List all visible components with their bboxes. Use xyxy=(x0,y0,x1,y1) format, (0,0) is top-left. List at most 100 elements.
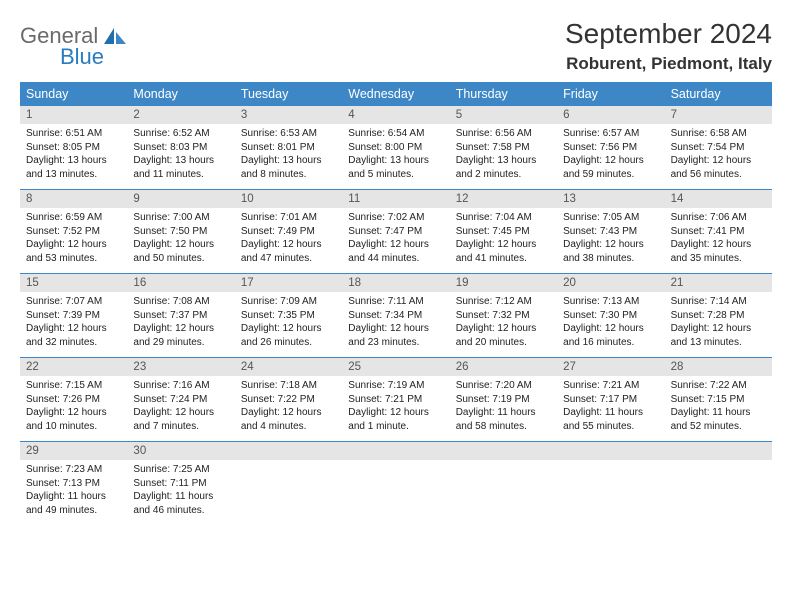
day-number: 1 xyxy=(20,106,127,124)
day-number: 5 xyxy=(450,106,557,124)
daylight-line: Daylight: 11 hours and 46 minutes. xyxy=(133,490,228,517)
sunset-line: Sunset: 7:50 PM xyxy=(133,225,228,239)
day-body: Sunrise: 7:01 AMSunset: 7:49 PMDaylight:… xyxy=(235,208,342,273)
day-body: Sunrise: 6:53 AMSunset: 8:01 PMDaylight:… xyxy=(235,124,342,189)
day-number: 9 xyxy=(127,190,234,208)
week-row: 15161718192021Sunrise: 7:07 AMSunset: 7:… xyxy=(20,274,772,358)
day-body: Sunrise: 7:18 AMSunset: 7:22 PMDaylight:… xyxy=(235,376,342,441)
daylight-line: Daylight: 12 hours and 13 minutes. xyxy=(671,322,766,349)
daylight-line: Daylight: 12 hours and 4 minutes. xyxy=(241,406,336,433)
day-body: Sunrise: 7:25 AMSunset: 7:11 PMDaylight:… xyxy=(127,460,234,525)
header: General Blue September 2024 Roburent, Pi… xyxy=(20,18,772,74)
sunset-line: Sunset: 7:34 PM xyxy=(348,309,443,323)
week-row: 22232425262728Sunrise: 7:15 AMSunset: 7:… xyxy=(20,358,772,442)
sunrise-line: Sunrise: 7:02 AM xyxy=(348,211,443,225)
sunrise-line: Sunrise: 7:08 AM xyxy=(133,295,228,309)
sunset-line: Sunset: 7:39 PM xyxy=(26,309,121,323)
day-number: 28 xyxy=(665,358,772,376)
sunrise-line: Sunrise: 7:12 AM xyxy=(456,295,551,309)
daylight-line: Daylight: 12 hours and 35 minutes. xyxy=(671,238,766,265)
day-body xyxy=(235,460,342,525)
day-body: Sunrise: 7:05 AMSunset: 7:43 PMDaylight:… xyxy=(557,208,664,273)
daylight-line: Daylight: 13 hours and 8 minutes. xyxy=(241,154,336,181)
day-number: 6 xyxy=(557,106,664,124)
daylight-line: Daylight: 12 hours and 20 minutes. xyxy=(456,322,551,349)
day-number: 21 xyxy=(665,274,772,292)
day-number: 11 xyxy=(342,190,449,208)
sunrise-line: Sunrise: 7:00 AM xyxy=(133,211,228,225)
dow-cell: Sunday xyxy=(20,82,127,106)
day-number: 15 xyxy=(20,274,127,292)
sunset-line: Sunset: 7:19 PM xyxy=(456,393,551,407)
sunrise-line: Sunrise: 7:09 AM xyxy=(241,295,336,309)
sunset-line: Sunset: 8:05 PM xyxy=(26,141,121,155)
day-body: Sunrise: 7:00 AMSunset: 7:50 PMDaylight:… xyxy=(127,208,234,273)
sunset-line: Sunset: 7:49 PM xyxy=(241,225,336,239)
day-number: 29 xyxy=(20,442,127,460)
sunset-line: Sunset: 7:21 PM xyxy=(348,393,443,407)
day-body: Sunrise: 7:08 AMSunset: 7:37 PMDaylight:… xyxy=(127,292,234,357)
sunset-line: Sunset: 7:37 PM xyxy=(133,309,228,323)
sunrise-line: Sunrise: 7:16 AM xyxy=(133,379,228,393)
logo: General Blue xyxy=(20,18,126,68)
daylight-line: Daylight: 12 hours and 59 minutes. xyxy=(563,154,658,181)
day-body: Sunrise: 6:58 AMSunset: 7:54 PMDaylight:… xyxy=(665,124,772,189)
sunrise-line: Sunrise: 7:13 AM xyxy=(563,295,658,309)
sunrise-line: Sunrise: 7:07 AM xyxy=(26,295,121,309)
sunset-line: Sunset: 8:00 PM xyxy=(348,141,443,155)
daylight-line: Daylight: 13 hours and 2 minutes. xyxy=(456,154,551,181)
daylight-line: Daylight: 11 hours and 55 minutes. xyxy=(563,406,658,433)
day-body xyxy=(665,460,772,525)
sunset-line: Sunset: 7:11 PM xyxy=(133,477,228,491)
daylight-line: Daylight: 12 hours and 44 minutes. xyxy=(348,238,443,265)
sunset-line: Sunset: 7:15 PM xyxy=(671,393,766,407)
sunset-line: Sunset: 7:32 PM xyxy=(456,309,551,323)
sunset-line: Sunset: 7:54 PM xyxy=(671,141,766,155)
sunset-line: Sunset: 7:56 PM xyxy=(563,141,658,155)
page-title: September 2024 xyxy=(565,18,772,50)
day-number: 27 xyxy=(557,358,664,376)
dow-cell: Wednesday xyxy=(342,82,449,106)
day-body: Sunrise: 7:02 AMSunset: 7:47 PMDaylight:… xyxy=(342,208,449,273)
logo-sail-icon xyxy=(104,28,126,46)
sunrise-line: Sunrise: 6:51 AM xyxy=(26,127,121,141)
daylight-line: Daylight: 13 hours and 13 minutes. xyxy=(26,154,121,181)
day-number: 22 xyxy=(20,358,127,376)
day-number: 16 xyxy=(127,274,234,292)
sunrise-line: Sunrise: 7:25 AM xyxy=(133,463,228,477)
day-number xyxy=(235,442,342,460)
day-body xyxy=(450,460,557,525)
daylight-line: Daylight: 13 hours and 5 minutes. xyxy=(348,154,443,181)
dow-cell: Friday xyxy=(557,82,664,106)
daylight-line: Daylight: 12 hours and 50 minutes. xyxy=(133,238,228,265)
sunset-line: Sunset: 7:24 PM xyxy=(133,393,228,407)
day-body: Sunrise: 7:04 AMSunset: 7:45 PMDaylight:… xyxy=(450,208,557,273)
day-number: 23 xyxy=(127,358,234,376)
day-body: Sunrise: 7:21 AMSunset: 7:17 PMDaylight:… xyxy=(557,376,664,441)
day-body: Sunrise: 7:19 AMSunset: 7:21 PMDaylight:… xyxy=(342,376,449,441)
day-number: 30 xyxy=(127,442,234,460)
sunset-line: Sunset: 8:03 PM xyxy=(133,141,228,155)
day-body: Sunrise: 6:54 AMSunset: 8:00 PMDaylight:… xyxy=(342,124,449,189)
sunrise-line: Sunrise: 7:05 AM xyxy=(563,211,658,225)
logo-text: General Blue xyxy=(20,26,104,68)
sunrise-line: Sunrise: 7:06 AM xyxy=(671,211,766,225)
sunrise-line: Sunrise: 6:58 AM xyxy=(671,127,766,141)
day-number: 12 xyxy=(450,190,557,208)
calendar: SundayMondayTuesdayWednesdayThursdayFrid… xyxy=(20,82,772,525)
day-body: Sunrise: 7:22 AMSunset: 7:15 PMDaylight:… xyxy=(665,376,772,441)
day-number: 24 xyxy=(235,358,342,376)
sunset-line: Sunset: 7:28 PM xyxy=(671,309,766,323)
daylight-line: Daylight: 11 hours and 52 minutes. xyxy=(671,406,766,433)
daylight-line: Daylight: 12 hours and 41 minutes. xyxy=(456,238,551,265)
day-number: 19 xyxy=(450,274,557,292)
day-number: 13 xyxy=(557,190,664,208)
sunset-line: Sunset: 8:01 PM xyxy=(241,141,336,155)
day-body: Sunrise: 7:12 AMSunset: 7:32 PMDaylight:… xyxy=(450,292,557,357)
day-of-week-header: SundayMondayTuesdayWednesdayThursdayFrid… xyxy=(20,82,772,106)
day-number xyxy=(450,442,557,460)
sunrise-line: Sunrise: 7:15 AM xyxy=(26,379,121,393)
day-number: 4 xyxy=(342,106,449,124)
sunrise-line: Sunrise: 6:53 AM xyxy=(241,127,336,141)
daylight-line: Daylight: 12 hours and 26 minutes. xyxy=(241,322,336,349)
